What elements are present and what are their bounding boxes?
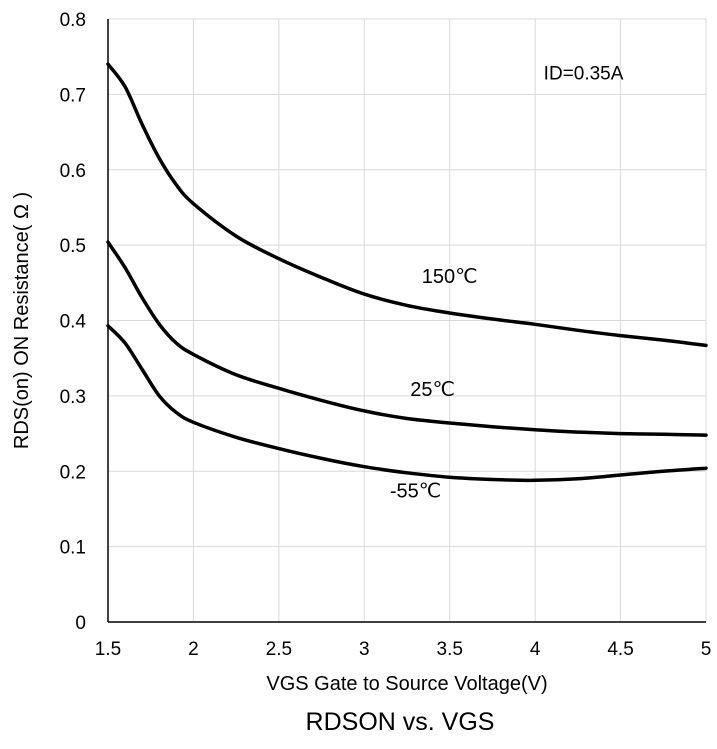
id-annotation: ID=0.35A <box>544 63 624 84</box>
y-tick-label: 0.8 <box>60 10 86 31</box>
series-label-0: 150℃ <box>422 266 478 288</box>
y-axis-title: RDS(on) ON Resistance( Ω ) <box>11 192 33 449</box>
series-label-1: 25℃ <box>410 379 455 401</box>
series-line-2 <box>106 324 708 483</box>
x-tick-label: 3.5 <box>437 639 463 660</box>
x-tick-label: 2.5 <box>266 639 292 660</box>
y-tick-label: 0.1 <box>60 538 86 559</box>
series-line-1 <box>106 240 708 437</box>
x-tick-label: 3 <box>359 639 370 660</box>
series-line-0 <box>106 62 708 348</box>
series <box>106 62 708 483</box>
y-tick-label: 0 <box>75 613 86 634</box>
tick-labels: 1.5 2 2.5 3 3.5 4 4.5 5 0 0.1 0.2 0.3 0.4 0.5 0.6 0.7 0.… <box>60 10 712 660</box>
x-tick-label: 4.5 <box>607 639 633 660</box>
x-axis-title: VGS Gate to Source Voltage(V) <box>266 673 547 695</box>
grid <box>108 18 707 622</box>
series-labels: 150℃ 25℃ -55℃ <box>390 266 478 503</box>
x-tick-label: 1.5 <box>95 639 121 660</box>
chart-title: RDSON vs. VGS <box>306 708 495 736</box>
y-tick-label: 0.5 <box>60 236 86 257</box>
y-tick-label: 0.4 <box>60 312 87 333</box>
y-tick-label: 0.6 <box>60 161 86 182</box>
axes <box>107 19 706 623</box>
y-tick-label: 0.2 <box>60 462 86 483</box>
x-tick-label: 4 <box>530 639 541 660</box>
y-tick-label: 0.3 <box>60 387 86 408</box>
series-label-2: -55℃ <box>390 481 441 503</box>
y-tick-label: 0.7 <box>60 85 86 106</box>
x-tick-label: 5 <box>701 639 712 660</box>
x-tick-label: 2 <box>188 639 199 660</box>
